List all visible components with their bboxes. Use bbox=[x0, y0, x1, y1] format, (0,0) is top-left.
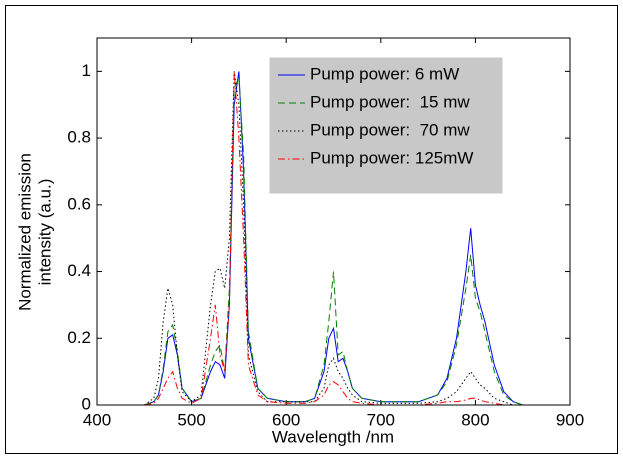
y-tick-label: 0.6 bbox=[67, 194, 91, 213]
legend-label: Pump power: 15 mw bbox=[310, 92, 470, 111]
legend: Pump power: 6 mW Pump power: 15 mw Pump po… bbox=[269, 57, 503, 194]
legend-box bbox=[269, 57, 503, 194]
x-tick-label: 800 bbox=[461, 410, 489, 429]
x-tick-label: 900 bbox=[556, 410, 584, 429]
legend-label: Pump power: 125mW bbox=[310, 148, 473, 167]
x-tick-label: 400 bbox=[83, 410, 111, 429]
y-tick-label: 0.4 bbox=[67, 261, 91, 280]
y-tick-label: 0.8 bbox=[67, 128, 91, 147]
x-tick-label: 600 bbox=[272, 410, 300, 429]
y-axis-label-line: intensity (a.u.) bbox=[35, 179, 54, 286]
y-tick-label: 0 bbox=[82, 394, 91, 413]
legend-label: Pump power: 6 mW bbox=[310, 64, 459, 83]
y-tick-label: 0.2 bbox=[67, 328, 91, 347]
y-axis-label-line: Normalized emission bbox=[15, 153, 34, 311]
axes-box bbox=[96, 37, 571, 406]
y-axis-label: Normalized emission intensity (a.u.) bbox=[15, 153, 54, 311]
x-tick-label: 700 bbox=[367, 410, 395, 429]
x-tick-label: 500 bbox=[177, 410, 205, 429]
legend-label: Pump power: 70 mw bbox=[310, 120, 470, 139]
series-line bbox=[144, 71, 523, 406]
x-axis-label: Wavelength /nm bbox=[272, 427, 394, 446]
series-line bbox=[144, 77, 523, 406]
y-tick-label: 1 bbox=[82, 61, 91, 80]
